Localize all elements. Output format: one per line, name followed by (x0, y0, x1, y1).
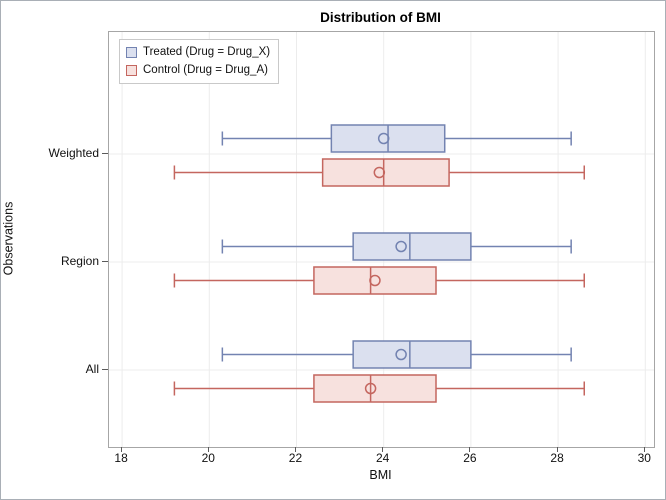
mean-marker-control-region (369, 274, 381, 287)
y-category-label-region: Region (60, 254, 99, 268)
box-control-weighted (321, 158, 450, 187)
x-tick-20 (207, 447, 209, 452)
y-axis-title: Observations (1, 201, 16, 276)
legend-label-control: Control (Drug = Drug_A) (143, 64, 268, 76)
y-tick-all (102, 368, 108, 370)
x-tick-label-24: 24 (375, 451, 390, 465)
y-category-label-weighted: Weighted (48, 146, 99, 160)
x-tick-22 (294, 447, 296, 452)
legend-item-treated: Treated (Drug = Drug_X) (126, 43, 270, 61)
x-tick-30 (643, 447, 645, 452)
y-tick-region (102, 260, 108, 262)
x-tick-18 (120, 447, 122, 452)
chart-title: Distribution of BMI (320, 10, 441, 25)
x-tick-label-18: 18 (114, 451, 128, 465)
mean-marker-control-all (364, 382, 377, 395)
plot-area (108, 31, 655, 448)
x-tick-label-28: 28 (550, 451, 564, 465)
boxplot-canvas (109, 32, 654, 447)
x-tick-label-30: 30 (637, 451, 651, 465)
x-tick-label-26: 26 (463, 451, 477, 465)
box-treated-region (352, 232, 472, 261)
y-tick-weighted (102, 152, 108, 154)
legend: Treated (Drug = Drug_X) Control (Drug = … (119, 39, 280, 84)
x-axis-title: BMI (369, 468, 392, 482)
x-tick-26 (469, 447, 471, 452)
mean-marker-treated-weighted (377, 132, 390, 145)
x-tick-28 (556, 447, 558, 452)
x-tick-label-20: 20 (201, 451, 215, 465)
mean-marker-control-weighted (373, 166, 386, 179)
box-treated-all (352, 340, 472, 369)
y-category-label-all: All (85, 362, 99, 376)
control-swatch-icon (126, 64, 137, 76)
legend-label-treated: Treated (Drug = Drug_X) (143, 46, 271, 58)
x-tick-24 (382, 447, 384, 452)
mean-marker-treated-region (395, 240, 407, 253)
mean-marker-treated-all (395, 348, 407, 361)
treated-swatch-icon (126, 46, 137, 58)
box-control-region (313, 266, 437, 295)
legend-item-control: Control (Drug = Drug_A) (126, 61, 270, 79)
x-tick-label-22: 22 (288, 451, 303, 465)
